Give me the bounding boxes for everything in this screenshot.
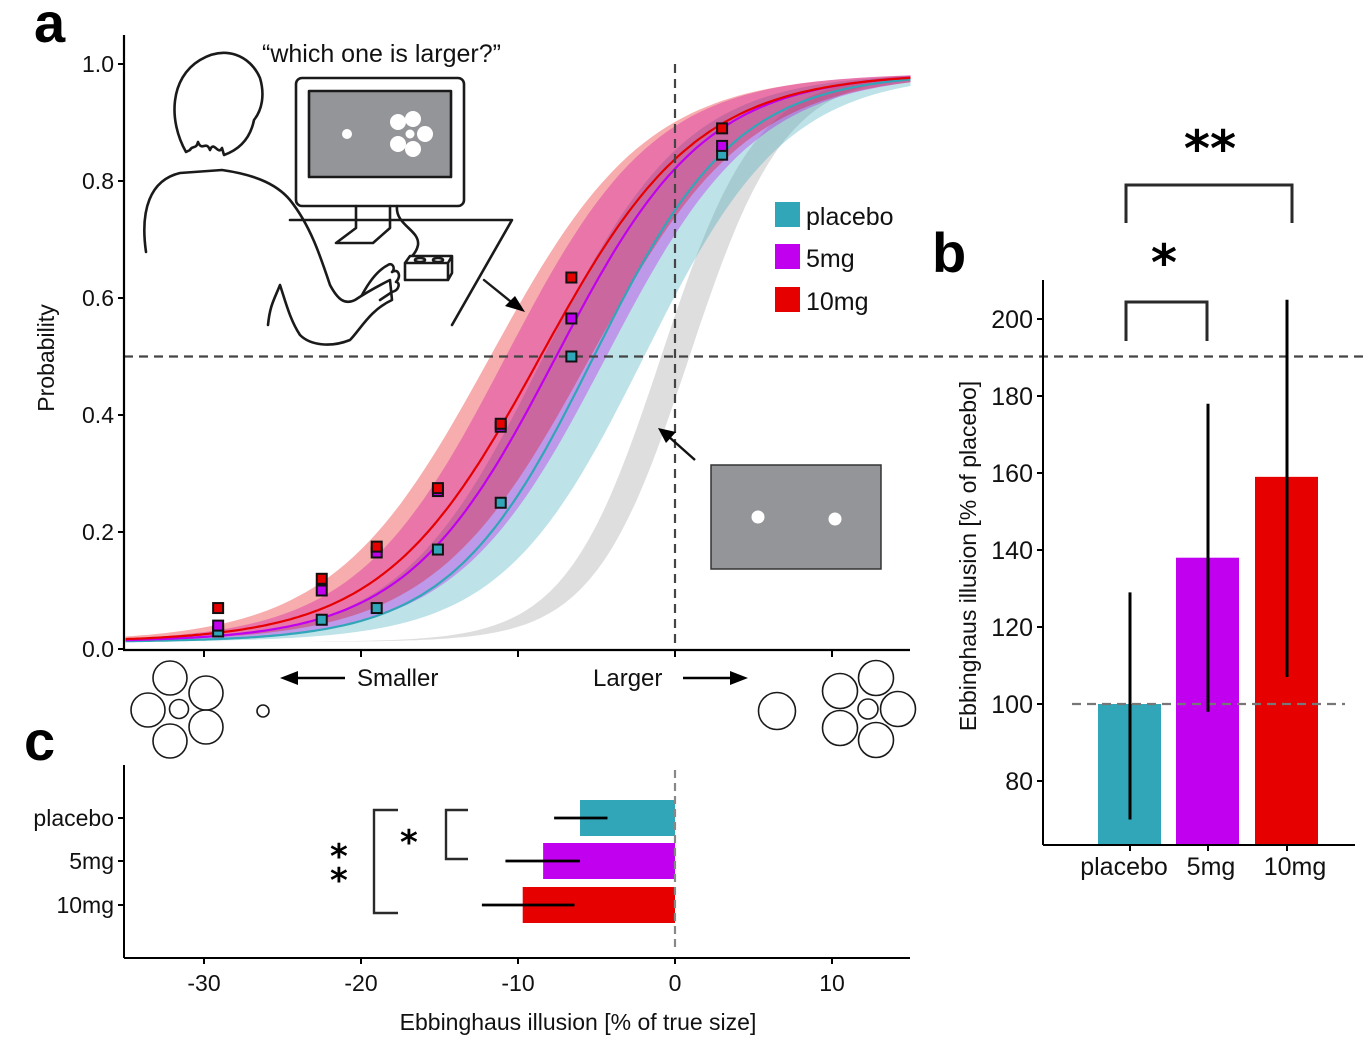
significance-star-c-10mg-1: * [330,837,348,877]
y-tick-label-a: 0.6 [82,285,114,311]
data-point-5mg [315,584,328,597]
y-tick-label-a: 0.4 [82,402,114,428]
bars-c [522,800,675,923]
y-tick-label-b: 80 [1005,768,1033,796]
svg-text:10mg: 10mg [806,288,869,316]
significance-brackets-b [1124,183,1294,341]
legend-item-placebo: placebo [775,202,894,231]
data-point-10mg [315,572,328,585]
panel-letter-c: c [24,709,55,772]
confidence-band-placebo [125,76,911,642]
data-point-placebo [565,350,578,363]
y-tick-label-b: 160 [991,460,1033,488]
data-point-placebo [494,496,507,509]
legend-item-10mg: 10mg [775,287,869,316]
x-tick-label-c: -10 [501,970,534,996]
svg-text:5mg: 5mg [806,245,855,273]
significance-star-c-5mg: * [400,823,418,863]
x-tick-label-c: -20 [344,970,377,996]
data-point-10mg [494,417,507,430]
y-tick-label-b: 140 [991,537,1033,565]
significance-star-c-10mg-2: * [330,861,348,901]
y-axis-title-a: Probability [33,304,59,412]
data-point-10mg [212,602,225,615]
desk-icon [288,218,514,327]
confidence-band-5mg [125,75,911,642]
y-tick-label-b: 120 [991,614,1033,642]
significance-star-b-5mg: * [1151,234,1177,292]
data-point-5mg [212,619,225,632]
x-tick-label-b: placebo [1080,853,1168,881]
data-points [212,122,729,638]
axes-c: placebo 5mg 10mg -30 -20 -10 0 10 [33,765,910,996]
data-point-10mg [431,482,444,495]
data-point-placebo [431,543,444,556]
y-tick-label-b: 100 [991,691,1033,719]
fitted-curves [125,76,911,643]
legend-item-5mg: 5mg [775,244,855,273]
smaller-label: Smaller [357,665,438,692]
fit-curve-placebo [125,78,911,643]
ebbinghaus-large-surround-icon [130,660,270,759]
y-tick-label-a: 1.0 [82,51,114,77]
y-tick-label-c: 10mg [56,892,114,918]
panel-b: b 80 100 120 140 160 180 200 placebo 5mg 10mg Ebb… [932,120,1355,881]
panel-c: c placebo 5mg 10mg -30 -20 -10 0 10 Ebbinghaus … [24,709,910,1035]
y-tick-label-a: 0.8 [82,168,114,194]
data-point-10mg [716,122,729,135]
significance-brackets-c [372,808,468,915]
y-tick-label-a: 0.0 [82,636,114,662]
y-tick-label-b: 180 [991,383,1033,411]
confidence-bands [125,75,911,643]
x-tick-label-c: -30 [187,970,220,996]
person-head-icon [173,51,264,157]
data-point-10mg [565,271,578,284]
response-box-icon [403,254,454,282]
x-tick-label-b: 5mg [1187,853,1236,881]
svg-text:placebo: placebo [806,203,894,231]
x-tick-label-b: 10mg [1264,853,1327,881]
error-bars-c [481,816,608,907]
fit-curve-10mg [125,76,911,641]
direction-annotations: Smaller Larger [130,659,917,759]
panel-a: a 0.0 0.2 0.4 0.6 0.8 1.0 Probability “which … [33,0,1368,662]
panel-letter-b: b [932,221,966,284]
axes-b: 80 100 120 140 160 180 200 placebo 5mg 10mg [991,280,1355,881]
x-tick-label-c: 0 [669,970,682,996]
significance-star-b-10mg: ** [1184,120,1236,178]
error-bars-b [1128,299,1289,820]
y-tick-label-c: 5mg [69,848,114,874]
y-tick-label-c: placebo [33,805,114,831]
larger-label: Larger [593,665,662,692]
data-point-10mg [370,540,383,553]
fit-curve-5mg [125,76,911,642]
y-tick-label-a: 0.2 [82,519,114,545]
data-point-placebo [315,613,328,626]
axes-a: 0.0 0.2 0.4 0.6 0.8 1.0 [82,35,910,662]
data-point-5mg [565,312,578,325]
y-tick-label-b: 200 [991,306,1033,334]
confidence-band-veridical [125,75,911,643]
data-point-5mg [716,139,729,152]
x-tick-label-c: 10 [819,970,845,996]
panel-letter-a: a [34,0,66,54]
equal-size-stimulus [658,428,882,570]
ebbinghaus-small-surround-icon [757,659,917,759]
question-text: “which one is larger?” [262,40,501,68]
y-axis-title-b: Ebbinghaus illusion [% of placebo] [955,381,981,731]
person-body-icon [143,168,394,346]
participant-illustration: “which one is larger?” [143,40,525,346]
data-point-placebo [370,602,383,615]
x-axis-title-c: Ebbinghaus illusion [% of true size] [400,1009,757,1035]
confidence-band-10mg [125,75,911,641]
legend: placebo 5mg 10mg [775,202,894,316]
